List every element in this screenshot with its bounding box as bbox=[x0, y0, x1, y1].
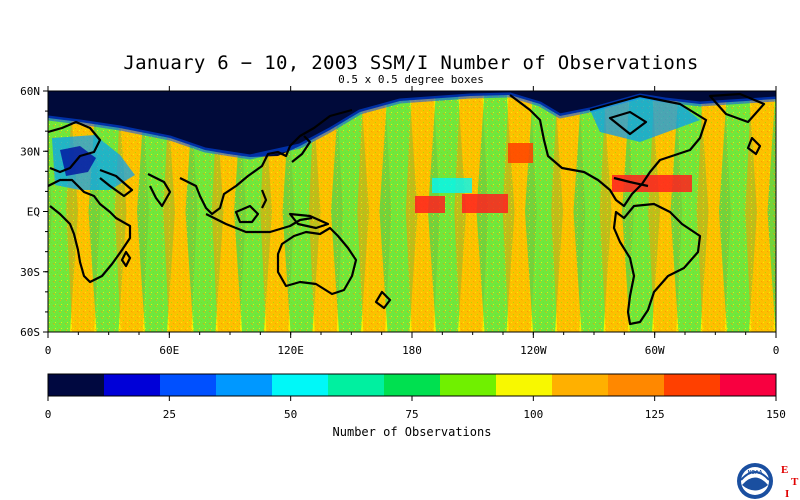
newzealand-coast bbox=[374, 290, 392, 310]
colorbar-segment bbox=[216, 374, 273, 396]
australia-coast bbox=[276, 226, 358, 296]
greenland-coast bbox=[708, 92, 766, 124]
lon-tick-label: 0 bbox=[773, 344, 780, 357]
colorbar-tick-label: 25 bbox=[163, 408, 176, 421]
colorbar-segment bbox=[608, 374, 665, 396]
noaa-logo: NOAA E T I bbox=[737, 463, 799, 500]
canada-lowcount-region bbox=[590, 96, 700, 142]
colorbar bbox=[48, 374, 777, 396]
lat-tick-label: 30N bbox=[20, 145, 40, 158]
north-america-coast bbox=[509, 94, 708, 208]
madagascar-coast bbox=[120, 250, 132, 268]
indonesia-coast bbox=[205, 213, 313, 234]
hudson-bay-coast bbox=[608, 110, 648, 136]
map-title: January 6 − 10, 2003 SSM/I Number of Obs… bbox=[123, 52, 699, 74]
lat-tick-label: EQ bbox=[27, 206, 40, 219]
colorbar-tick-label: 75 bbox=[405, 408, 418, 421]
swath-low-band bbox=[0, 91, 30, 332]
lat-ticks: 60N 30N EQ 30S 60S bbox=[20, 85, 48, 339]
logo-letter-e: E bbox=[781, 464, 788, 476]
seasia-coast bbox=[179, 108, 353, 216]
noaa-text: NOAA bbox=[748, 470, 763, 476]
lat-tick-label: 30S bbox=[20, 266, 40, 279]
colorbar-tick-label: 50 bbox=[284, 408, 297, 421]
logo-letter-t: T bbox=[791, 476, 799, 488]
newguinea-coast bbox=[288, 212, 330, 230]
caribbean-coast bbox=[613, 176, 649, 188]
hotspot-2 bbox=[462, 194, 508, 213]
lat-tick-label: 60S bbox=[20, 326, 40, 339]
india-coast bbox=[147, 173, 172, 208]
colorbar-segment bbox=[552, 374, 609, 396]
colorbar-tick-label: 150 bbox=[766, 408, 786, 421]
colorbar-segment bbox=[384, 374, 441, 396]
colorbar-segment bbox=[328, 374, 385, 396]
lon-tick-label: 0 bbox=[45, 344, 52, 357]
lon-tick-label: 180 bbox=[402, 344, 422, 357]
cyan-spot bbox=[432, 178, 472, 193]
lon-tick-label: 60W bbox=[645, 344, 665, 357]
colorbar-segment bbox=[496, 374, 553, 396]
colorbar-ticks: 0 25 50 75 100 125 150 bbox=[45, 396, 786, 421]
colorbar-segment bbox=[160, 374, 217, 396]
arabia-coast bbox=[99, 168, 134, 198]
japan-coast bbox=[291, 135, 312, 163]
colorbar-tick-label: 100 bbox=[523, 408, 543, 421]
swath-high-band bbox=[794, 91, 800, 332]
lon-tick-label: 120E bbox=[277, 344, 304, 357]
lat-tick-label: 60N bbox=[20, 85, 40, 98]
borneo-coast bbox=[234, 204, 260, 224]
colorbar-segment bbox=[48, 374, 105, 396]
lon-ticks: 0 60E 120E 180 120W 60W 0 bbox=[45, 86, 780, 357]
hotspot-4 bbox=[612, 175, 692, 192]
lon-tick-label: 120W bbox=[520, 344, 547, 357]
colorbar-segment bbox=[664, 374, 721, 396]
colorbar-tick-label: 0 bbox=[45, 408, 52, 421]
philippines-coast bbox=[260, 189, 268, 209]
map-subtitle: 0.5 x 0.5 degree boxes bbox=[338, 73, 484, 86]
colorbar-segment bbox=[104, 374, 161, 396]
south-america-coast bbox=[612, 202, 702, 326]
hotspot-1 bbox=[415, 196, 445, 213]
lon-tick-label: 60E bbox=[159, 344, 179, 357]
colorbar-tick-label: 125 bbox=[645, 408, 665, 421]
colorbar-segment bbox=[272, 374, 329, 396]
africa-coast bbox=[48, 178, 132, 284]
map-panel bbox=[0, 91, 800, 332]
europe-coast bbox=[48, 120, 102, 174]
colorbar-segment bbox=[720, 374, 777, 396]
colorbar-label: Number of Observations bbox=[333, 425, 492, 439]
colorbar-segment bbox=[440, 374, 497, 396]
logo-letter-i: I bbox=[785, 488, 789, 500]
hotspot-3 bbox=[508, 143, 533, 163]
uk-coast bbox=[746, 136, 762, 156]
coastlines bbox=[48, 92, 766, 326]
